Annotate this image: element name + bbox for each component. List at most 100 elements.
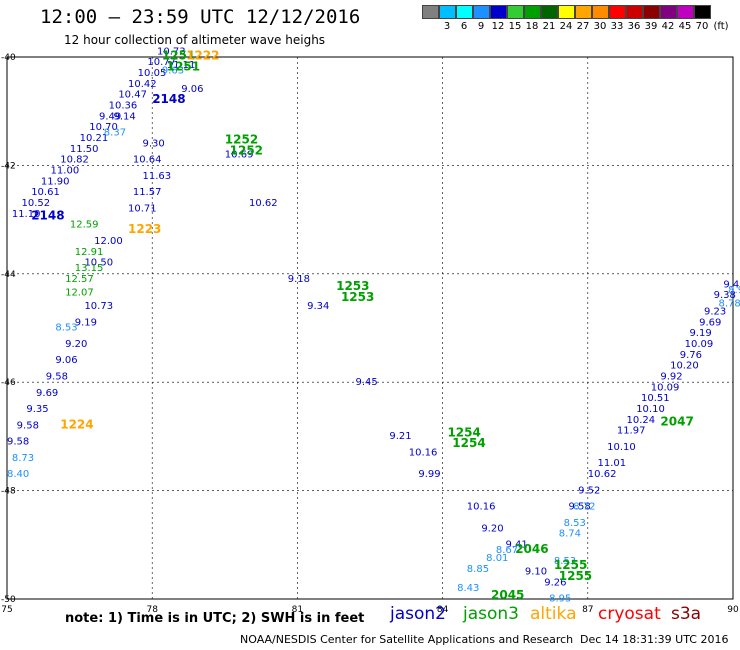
wave-height-label: 8.85 <box>467 564 489 575</box>
wave-height-label: 8.40 <box>7 469 29 480</box>
wave-height-label: 9.34 <box>307 301 329 312</box>
color-scale-swatch <box>507 5 524 19</box>
color-scale-swatch <box>456 5 473 19</box>
color-scale-swatch <box>660 5 677 19</box>
color-scale-swatch <box>422 5 439 19</box>
color-scale-swatch <box>439 5 456 19</box>
wave-height-label: 9.45 <box>355 377 377 388</box>
satellite-legend-altika: altika <box>530 604 577 624</box>
color-scale-swatch <box>643 5 660 19</box>
color-scale-label: 21 <box>542 21 556 32</box>
wave-height-label: 10.09 <box>651 382 680 393</box>
color-scale-label: 70 <box>695 21 709 32</box>
pass-time-label: 2046 <box>515 542 548 556</box>
wave-height-label: 11.10 <box>12 209 41 220</box>
color-scale-swatch <box>694 5 711 19</box>
satellite-legend-jason2: jason2 <box>390 604 446 624</box>
x-tick-label: 81 <box>292 605 303 615</box>
color-scale-label: 30 <box>593 21 607 32</box>
wave-height-label: 11.90 <box>41 176 70 187</box>
color-scale-label: 27 <box>576 21 590 32</box>
wave-height-label: 10.62 <box>588 469 617 480</box>
color-scale-swatch <box>524 5 541 19</box>
wave-height-label: 9.30 <box>143 138 165 149</box>
wave-height-label: 9.76 <box>680 350 702 361</box>
wave-height-label: 9.26 <box>544 577 566 588</box>
wave-height-label: 8.78 <box>718 298 740 309</box>
wave-height-label: 11.57 <box>133 187 162 198</box>
x-tick-label: 75 <box>1 605 12 615</box>
wave-height-label: 9.58 <box>46 371 68 382</box>
y-tick-label: -44 <box>1 270 16 280</box>
color-scale-label: 6 <box>460 21 468 32</box>
footer-note: note: 1) Time is in UTC; 2) SWH is in fe… <box>65 611 365 626</box>
wave-height-label: 9.58 <box>17 420 39 431</box>
wave-height-label: 10.51 <box>641 393 670 404</box>
color-scale-label: 36 <box>627 21 641 32</box>
color-scale-swatch <box>541 5 558 19</box>
color-scale-swatch <box>592 5 609 19</box>
pass-time-label: 1251 <box>162 49 195 63</box>
wave-height-label: 8.95 <box>549 594 571 605</box>
wave-height-label: 10.70 <box>89 122 118 133</box>
chart-title: 12:00 – 23:59 UTC 12/12/2016 <box>40 6 361 28</box>
wave-height-label: 12.91 <box>75 247 104 258</box>
wave-height-label: 8.99 <box>728 285 740 296</box>
wave-height-label: 9.19 <box>689 328 711 339</box>
y-tick-label: -40 <box>1 53 16 63</box>
wave-height-label: 9.92 <box>660 371 682 382</box>
wave-height-label: 10.71 <box>128 203 157 214</box>
wave-height-label: 11.01 <box>597 458 626 469</box>
wave-height-label: 10.10 <box>607 442 636 453</box>
color-scale-label: 39 <box>644 21 658 32</box>
wave-height-label: 10.61 <box>31 187 60 198</box>
wave-height-label: 12.07 <box>65 287 94 298</box>
wave-height-label: 8.43 <box>457 583 479 594</box>
wave-height-label: 9.69 <box>36 388 58 399</box>
color-scale-label: 18 <box>525 21 539 32</box>
y-tick-label: -42 <box>1 161 16 171</box>
wave-height-label: 8.74 <box>559 529 581 540</box>
wave-height-label: 8.73 <box>12 453 34 464</box>
footer-credit: NOAA/NESDIS Center for Satellite Applica… <box>240 633 574 646</box>
pass-time-label: 1222 <box>186 49 219 63</box>
chart-subtitle: 12 hour collection of altimeter wave hei… <box>64 33 326 47</box>
wave-height-label: 9.99 <box>418 469 440 480</box>
wave-height-label: 9.58 <box>568 502 590 513</box>
satellite-legend-s3a: s3a <box>671 604 702 624</box>
wave-height-label: 10.73 <box>157 46 186 57</box>
color-scale-swatch <box>575 5 592 19</box>
color-scale-label: 45 <box>678 21 692 32</box>
wave-height-label: 10.73 <box>84 301 113 312</box>
wave-height-label: 12.57 <box>65 274 94 285</box>
wave-height-label: 9.23 <box>704 306 726 317</box>
color-scale-label: 42 <box>661 21 675 32</box>
color-scale-label: 24 <box>559 21 573 32</box>
x-tick-label: 90 <box>727 605 739 615</box>
wave-height-label: 13.15 <box>75 263 104 274</box>
wave-height-label: 10.36 <box>109 100 138 111</box>
color-scale-swatch <box>609 5 626 19</box>
wave-height-label: 8.53 <box>554 556 576 567</box>
x-tick-label: 78 <box>146 605 158 615</box>
wave-height-label: 9.20 <box>481 523 503 534</box>
pass-time-label: 1252 <box>225 133 258 147</box>
wave-height-label: 9.43 <box>723 279 740 290</box>
satellite-legend-cryosat: cryosat <box>598 604 661 624</box>
color-scale-swatch <box>677 5 694 19</box>
wave-height-label: 9.06 <box>55 355 77 366</box>
wave-height-label: 9.14 <box>113 111 135 122</box>
wave-height-label: 8.53 <box>55 323 77 334</box>
wave-height-label: 11.97 <box>617 426 646 437</box>
pass-time-label: 1252 <box>230 144 263 158</box>
color-scale-label: 15 <box>508 21 522 32</box>
wave-height-label: 10.77 <box>147 57 176 68</box>
wave-height-label: 10.50 <box>84 258 113 269</box>
y-tick-label: -50 <box>1 595 16 605</box>
wave-height-label: 10.82 <box>60 155 89 166</box>
wave-height-label: 9.52 <box>578 485 600 496</box>
wave-height-label: 11.63 <box>143 171 172 182</box>
wave-height-label: 10.24 <box>627 415 656 426</box>
wave-height-label: 10.47 <box>118 90 147 101</box>
